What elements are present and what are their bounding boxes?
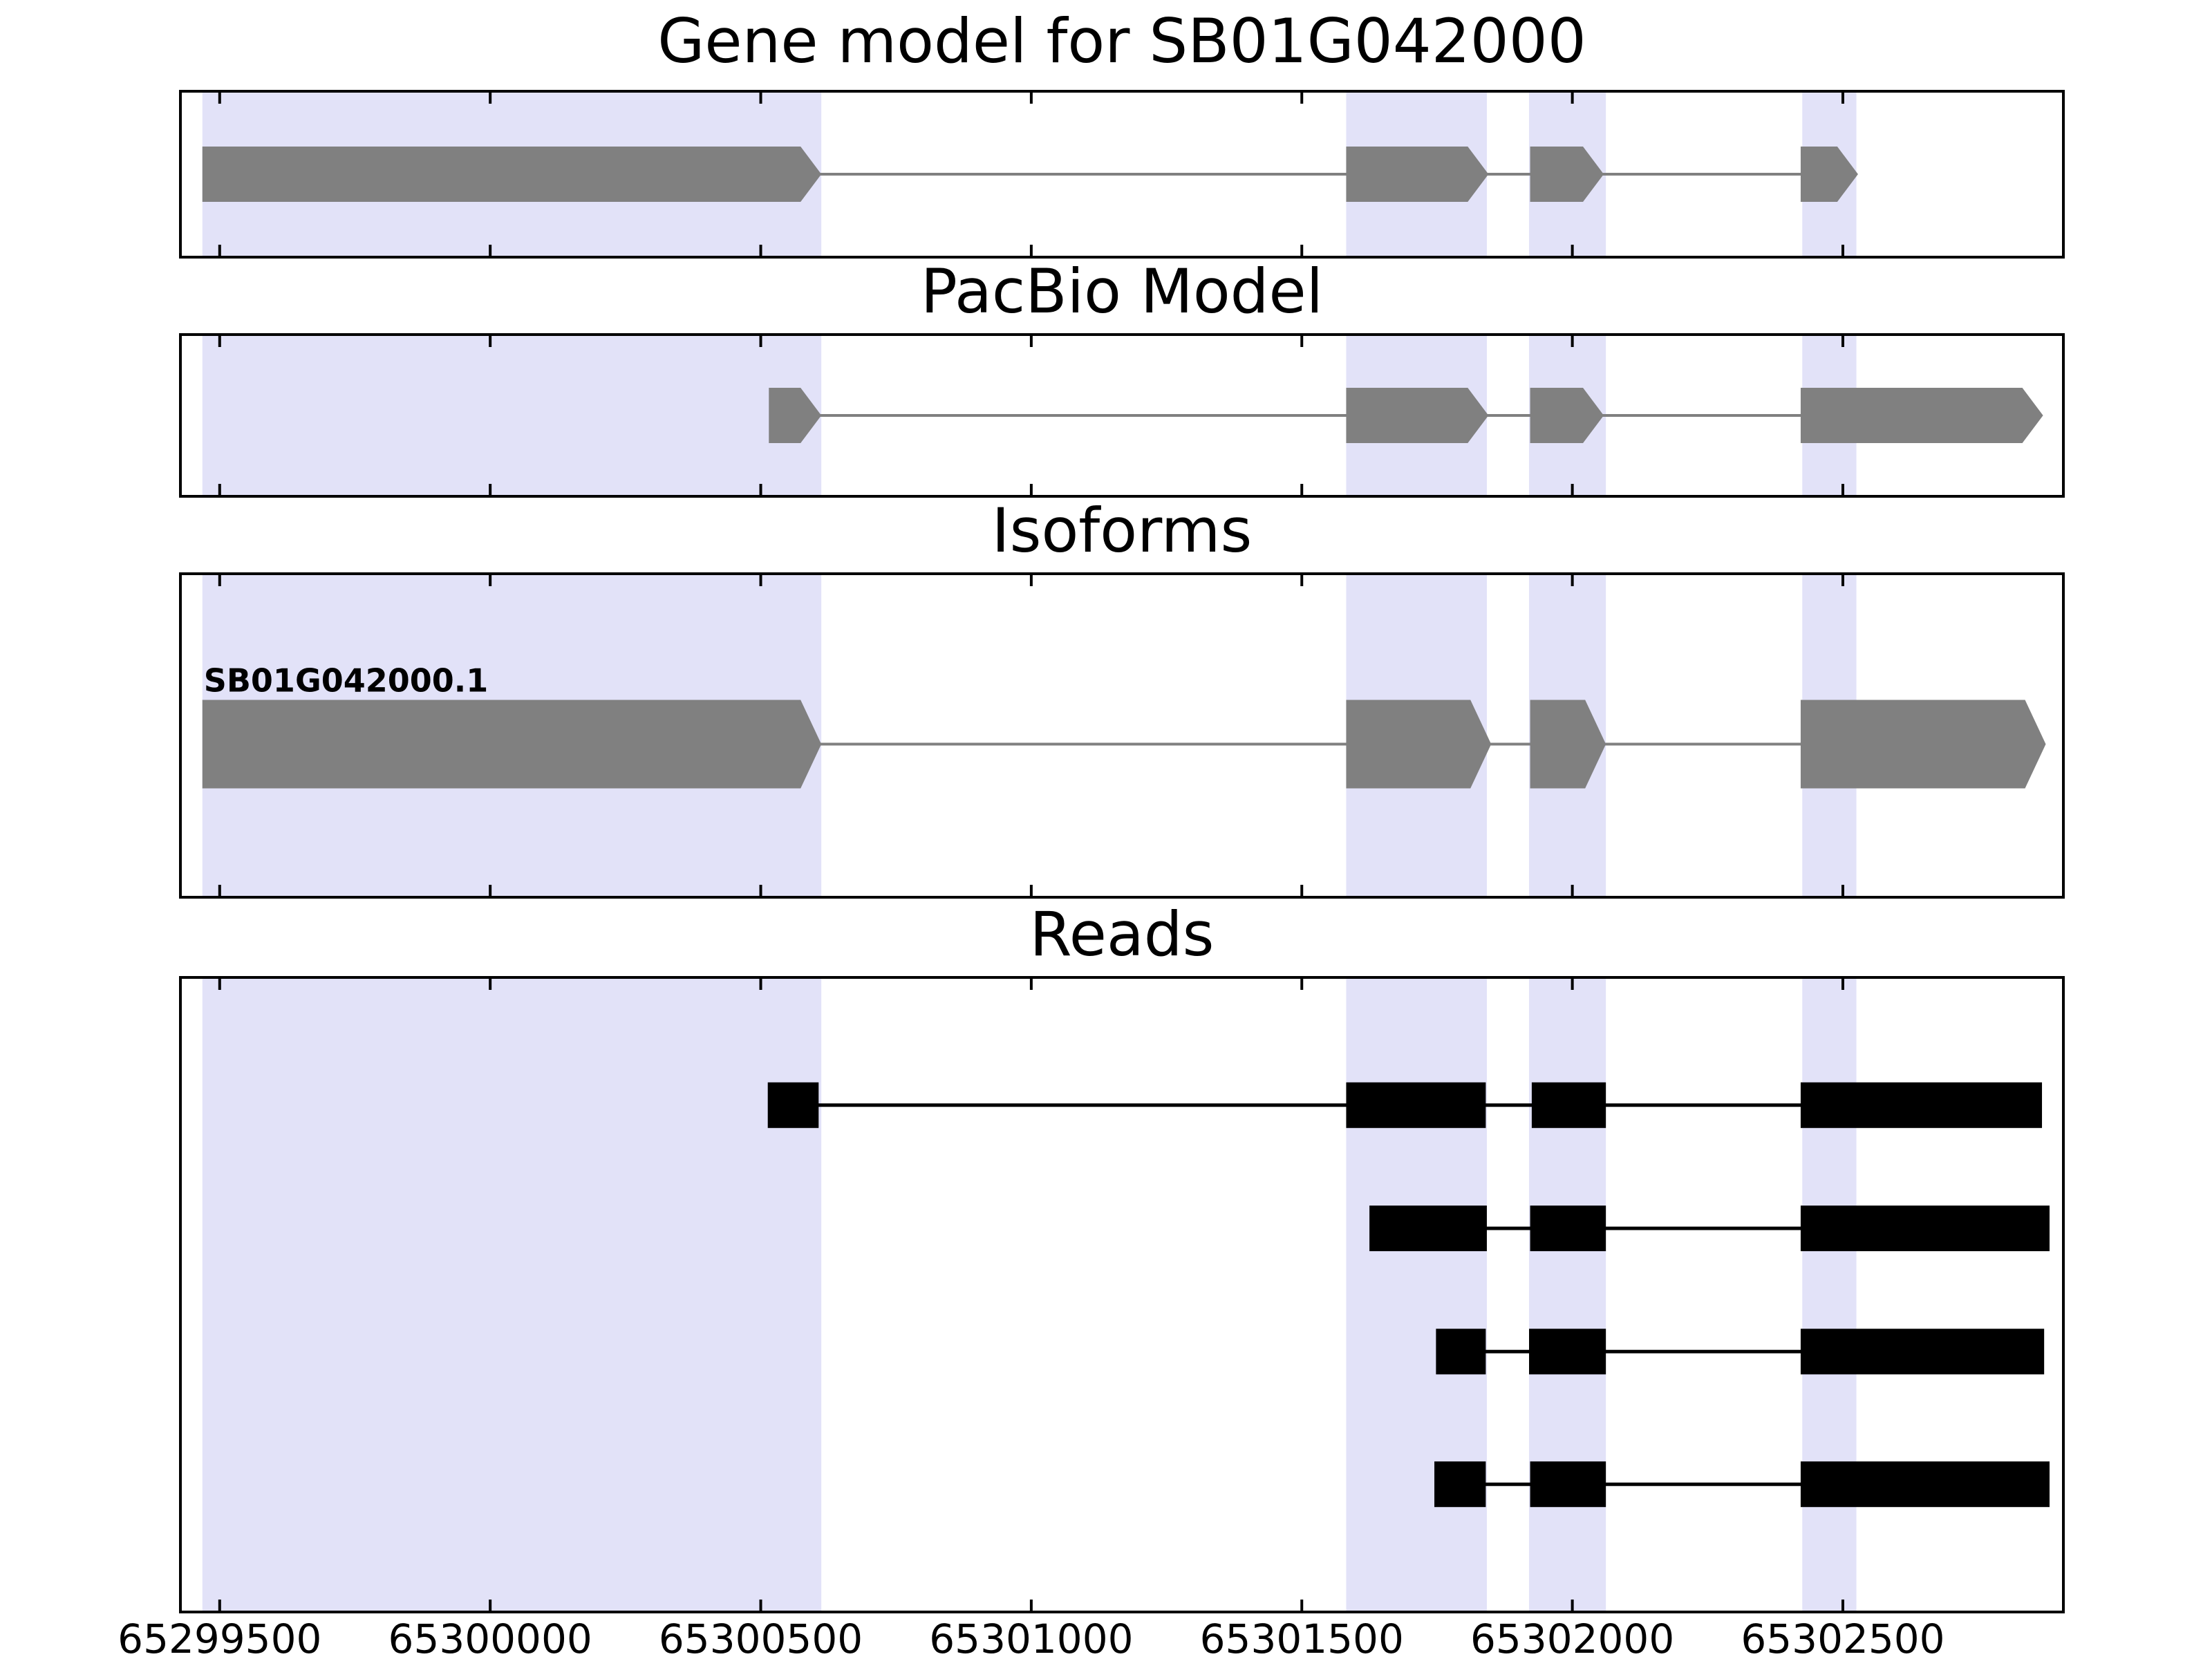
- exon-block: [202, 700, 822, 789]
- exon-block: [1346, 388, 1489, 443]
- read-block: [1530, 1206, 1606, 1252]
- x-tick-label: 65300500: [658, 1615, 863, 1659]
- read-4: [1434, 1461, 2050, 1508]
- read-block: [1800, 1461, 2050, 1508]
- highlight-band: [202, 336, 822, 495]
- pacbio-transcript: [769, 388, 2043, 443]
- panel-title-pacbio: PacBio Model: [920, 256, 1324, 327]
- exon-block: [202, 147, 822, 202]
- read-1: [767, 1082, 2043, 1128]
- exon-block: [1530, 700, 1606, 789]
- exon-block: [1800, 388, 2043, 443]
- panel-canvas: [202, 336, 2043, 495]
- reads-panel: [179, 976, 2065, 1613]
- x-tick-label: 65299500: [118, 1615, 322, 1659]
- pacbio-model-panel: [179, 333, 2065, 498]
- exon-block: [1800, 147, 1858, 202]
- exon-block: [1530, 388, 1604, 443]
- read-block: [767, 1082, 819, 1128]
- exon-block: [1530, 147, 1604, 202]
- highlight-band: [202, 979, 822, 1611]
- read-block: [1369, 1206, 1487, 1252]
- SB01G042000-gene: [202, 147, 1858, 202]
- x-tick-label: 65300000: [388, 1615, 592, 1659]
- panel-canvas: [202, 979, 2050, 1611]
- x-tick-label: 65302000: [1470, 1615, 1675, 1659]
- read-block: [1531, 1082, 1606, 1128]
- panel-title-isoforms: Isoforms: [991, 495, 1253, 566]
- highlight-band: [1346, 979, 1487, 1611]
- read-block: [1529, 1329, 1606, 1375]
- x-tick-label: 65302500: [1741, 1615, 1945, 1659]
- x-axis-tick-labels: 65299500 65300000 65300500 65301000 65301500…: [0, 1619, 2212, 1659]
- read-block: [1346, 1082, 1486, 1128]
- x-tick-label: 65301500: [1199, 1615, 1404, 1659]
- exon-block: [1800, 700, 2046, 789]
- gene-model-panel: [179, 90, 2065, 259]
- panel-title-reads: Reads: [1029, 899, 1215, 970]
- highlight-band: [1802, 979, 1857, 1611]
- isoform-label: SB01G042000.1: [204, 662, 488, 700]
- read-block: [1800, 1329, 2045, 1375]
- read-block: [1530, 1461, 1606, 1508]
- read-3: [1436, 1329, 2045, 1375]
- SB01G042000.1: SB01G042000.1: [202, 662, 2046, 789]
- read-block: [1800, 1082, 2043, 1128]
- panel-title-gene-model: Gene model for SB01G042000: [657, 6, 1586, 77]
- panel-canvas: [202, 93, 1858, 256]
- exon-block: [769, 388, 822, 443]
- read-block: [1436, 1329, 1486, 1375]
- x-tick-label: 65301000: [929, 1615, 1134, 1659]
- read-2: [1369, 1206, 2050, 1252]
- read-block: [1434, 1461, 1486, 1508]
- read-block: [1800, 1206, 2050, 1252]
- isoforms-panel: SB01G042000.1: [179, 572, 2065, 899]
- exon-block: [1346, 700, 1492, 789]
- exon-block: [1346, 147, 1489, 202]
- panel-canvas: SB01G042000.1: [202, 575, 2046, 896]
- highlight-band: [1529, 979, 1606, 1611]
